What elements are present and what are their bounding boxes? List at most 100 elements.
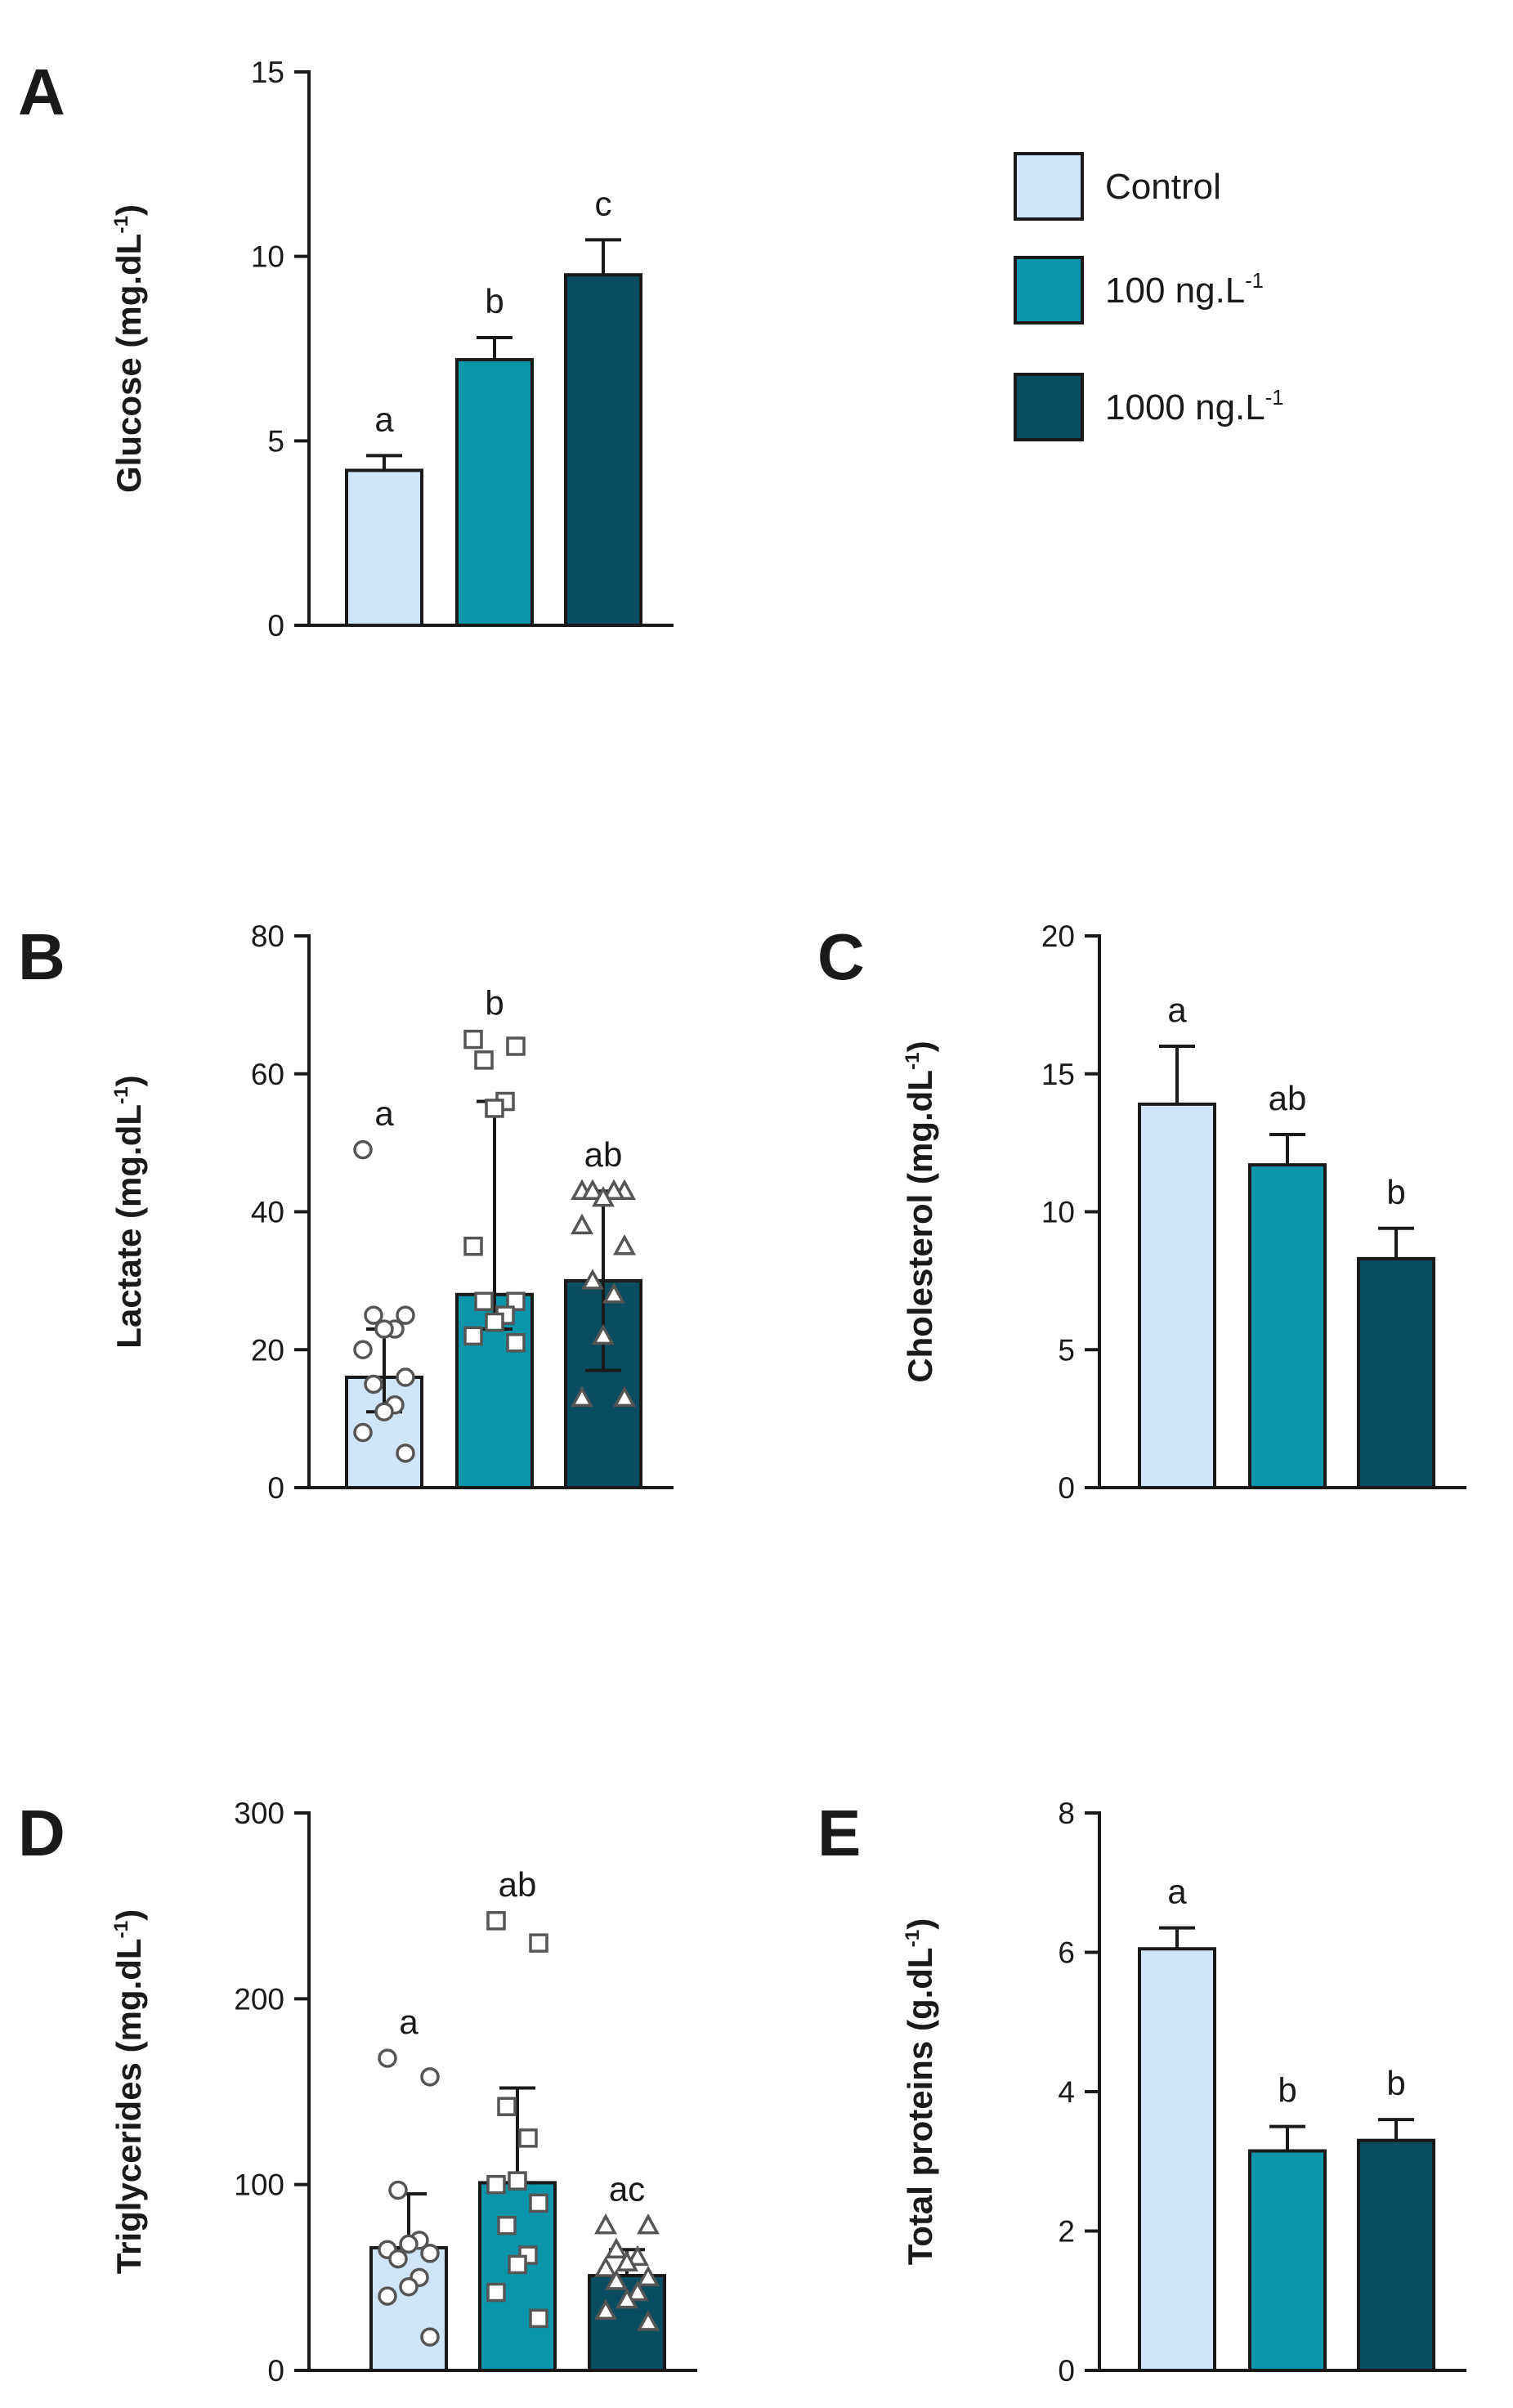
panel-letter: E [817, 1797, 861, 1869]
y-tick-label: 300 [234, 1797, 284, 1830]
legend-label-text: 100 ng.L [1105, 271, 1245, 311]
significance-letter: b [485, 282, 504, 320]
data-point-circle [396, 1367, 415, 1387]
bar [455, 358, 534, 627]
y-tick-label: 0 [267, 1471, 284, 1505]
data-point-square [463, 1236, 483, 1256]
y-tick-label: 15 [251, 56, 284, 89]
significance-letter: c [595, 184, 612, 222]
y-tick-label: 10 [1041, 1196, 1075, 1229]
data-point-triangle [613, 1234, 636, 1255]
data-point-triangle [594, 2298, 617, 2321]
legend-label: Control [1105, 167, 1221, 207]
data-point-square [474, 1291, 494, 1311]
y-tick-label: 15 [1041, 1058, 1075, 1091]
bar [369, 2245, 448, 2372]
y-tick-label: 60 [251, 1058, 284, 1091]
y-tick-label: 80 [251, 920, 284, 953]
significance-letter: b [1386, 2064, 1405, 2102]
data-point-square [474, 1050, 494, 1070]
data-point-square [508, 2171, 527, 2191]
y-tick-label: 0 [267, 2354, 284, 2388]
data-point-triangle [602, 1282, 625, 1304]
data-point-circle [420, 2327, 440, 2347]
panel-letter: D [18, 1797, 65, 1869]
data-point-circle [420, 2244, 440, 2263]
significance-letter: ab [584, 1135, 623, 1174]
data-point-square [518, 2128, 538, 2148]
legend-label-text: Control [1105, 167, 1221, 207]
data-point-circle [420, 2067, 440, 2087]
y-axis-title-superscript: -1 [902, 1930, 924, 1948]
y-axis-title-text: Cholesterol (mg.dL [901, 1070, 939, 1383]
data-point-square [506, 1036, 526, 1056]
bar [1248, 1163, 1327, 1489]
panel-d: D 0 100 200 300 Triglycerides (mg.dL-1) a ab ac [18, 1797, 697, 2388]
bar [1138, 1947, 1216, 2373]
significance-letter: a [374, 400, 394, 438]
data-point-circle [353, 1422, 373, 1443]
y-axis-title-superscript: -1 [902, 1052, 924, 1070]
significance-letter: b [1386, 1173, 1405, 1211]
data-point-square [486, 2282, 506, 2303]
data-point-circle [396, 1443, 415, 1463]
significance-letter: a [374, 1094, 394, 1133]
legend-label-text: 1000 ng.L [1105, 387, 1265, 427]
data-point-square [485, 1099, 504, 1118]
y-tick-label: 40 [251, 1196, 284, 1229]
data-point-triangle [592, 1323, 615, 1345]
data-point-circle [388, 2180, 408, 2200]
bar [345, 468, 423, 627]
y-tick-label: 100 [234, 2169, 284, 2202]
bar [1248, 2149, 1327, 2372]
legend-swatch [1014, 256, 1084, 324]
y-tick-label: 0 [1058, 2354, 1075, 2388]
y-tick-label: 6 [1058, 1936, 1075, 1970]
significance-letter: a [1167, 991, 1187, 1029]
significance-letter: ab [499, 1865, 537, 1904]
y-tick-label: 5 [267, 424, 284, 458]
data-point-square [463, 1326, 483, 1346]
data-point-circle [353, 1340, 373, 1359]
data-point-square [485, 1312, 504, 1332]
data-point-circle [378, 2286, 397, 2306]
data-point-triangle [637, 2213, 660, 2235]
data-point-triangle [571, 1385, 593, 1408]
y-tick-label: 200 [234, 1982, 284, 2016]
data-point-square [506, 1333, 526, 1353]
y-tick-label: 4 [1058, 2075, 1075, 2109]
y-axis-title: Triglycerides (mg.dL-1) [110, 1909, 148, 2274]
y-axis-title: Cholesterol (mg.dL-1) [901, 1041, 939, 1382]
y-axis-title-close: ) [110, 204, 148, 216]
legend-label: 100 ng.L-1 [1105, 270, 1264, 311]
data-point-square [529, 1933, 548, 1953]
data-point-square [497, 2215, 517, 2236]
y-axis-title-text: Lactate (mg.dL [110, 1104, 148, 1349]
data-point-triangle [581, 1269, 604, 1290]
bar [478, 2181, 557, 2372]
y-tick-label: 2 [1058, 2215, 1075, 2249]
legend-label: 1000 ng.L-1 [1105, 387, 1283, 427]
y-axis-title-text: Triglycerides (mg.dL [110, 1938, 148, 2274]
panel-c: C 0 5 10 15 20 Cholesterol (mg.dL-1) a ab b [817, 920, 1466, 1505]
y-axis-title-text: Glucose (mg.dL [110, 234, 148, 493]
y-tick-label: 20 [1041, 920, 1075, 953]
significance-letter: a [399, 2003, 419, 2041]
data-point-triangle [615, 2250, 638, 2271]
data-point-triangle [615, 2287, 638, 2309]
y-tick-label: 5 [1058, 1333, 1075, 1367]
data-point-triangle [605, 2237, 628, 2258]
bar [1357, 1256, 1435, 1489]
bar [564, 273, 642, 627]
data-point-square [497, 2097, 517, 2116]
data-point-triangle [594, 2256, 617, 2277]
data-point-triangle [613, 1385, 636, 1408]
significance-letter: ac [609, 2170, 645, 2209]
data-point-triangle [626, 2280, 649, 2302]
data-point-square [463, 1029, 483, 1050]
y-tick-label: 10 [251, 240, 284, 274]
legend-label-superscript: -1 [1245, 270, 1264, 293]
